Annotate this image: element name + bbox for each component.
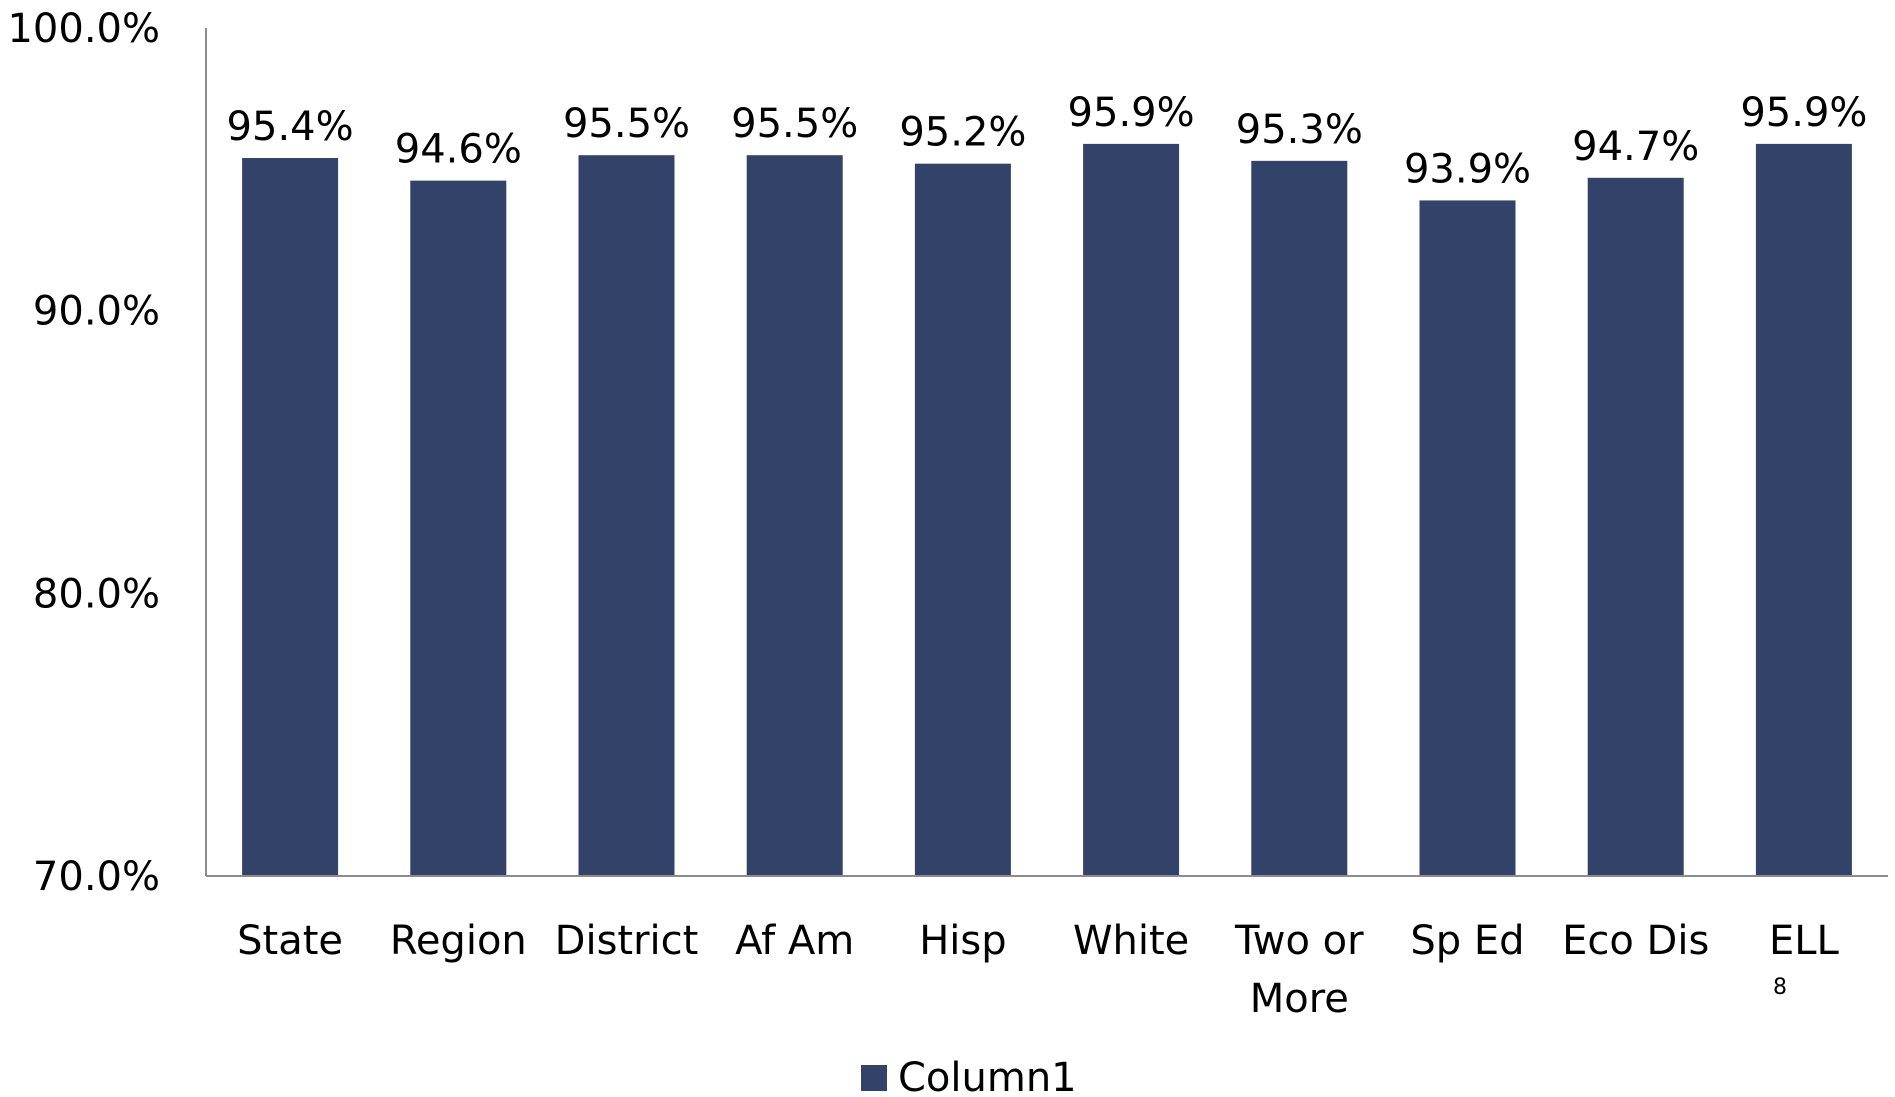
y-tick-label: 80.0% <box>33 571 160 617</box>
data-label: 95.3% <box>1236 107 1363 153</box>
page-number: 8 <box>1773 975 1787 1000</box>
x-tick-label: State <box>237 918 343 964</box>
bar <box>410 181 506 876</box>
data-label: 95.9% <box>1068 90 1195 136</box>
data-label: 94.6% <box>395 127 522 173</box>
data-label: 95.9% <box>1740 90 1867 136</box>
x-tick-label: Hisp <box>919 918 1006 964</box>
data-label: 95.4% <box>227 104 354 150</box>
x-tick-label: Eco Dis <box>1562 918 1709 964</box>
y-tick-label: 90.0% <box>33 289 160 335</box>
x-tick-label: White <box>1073 918 1189 964</box>
y-tick-label: 70.0% <box>33 854 160 900</box>
y-tick-label: 100.0% <box>7 6 160 52</box>
bar <box>1756 144 1852 876</box>
x-tick-label: ELL <box>1769 918 1840 964</box>
x-tick-label: District <box>555 918 699 964</box>
x-tick-label: Two or <box>1234 918 1364 964</box>
bar <box>1588 178 1684 876</box>
x-tick-label: Sp Ed <box>1410 918 1524 964</box>
x-tick-label: Af Am <box>735 918 854 964</box>
bar <box>242 158 338 876</box>
bar <box>915 164 1011 876</box>
bar <box>747 155 843 876</box>
legend-label-column1: Column1 <box>898 1055 1077 1097</box>
data-label: 94.7% <box>1572 124 1699 170</box>
bar <box>579 155 675 876</box>
data-label: 93.9% <box>1404 146 1531 192</box>
bar <box>1083 144 1179 876</box>
legend-swatch-column1 <box>861 1065 887 1091</box>
data-label: 95.2% <box>899 110 1026 156</box>
bars-group <box>242 144 1852 876</box>
x-tick-label: More <box>1250 976 1349 1022</box>
data-label: 95.5% <box>731 101 858 147</box>
bar <box>1420 200 1516 876</box>
x-tick-label: Region <box>390 918 527 964</box>
data-labels-group: 95.4% 94.6% 95.5% 95.5% 95.2% 95.9% 95.3% 93.9%… <box>227 90 1868 193</box>
x-axis-labels: State Region District Af Am Hisp White Two or M… <box>237 918 1839 1022</box>
legend: Column1 <box>861 1055 1077 1097</box>
y-axis-ticks: 70.0% 80.0% 90.0% 100.0% <box>7 6 160 900</box>
bar <box>1251 161 1347 876</box>
data-label: 95.5% <box>563 101 690 147</box>
